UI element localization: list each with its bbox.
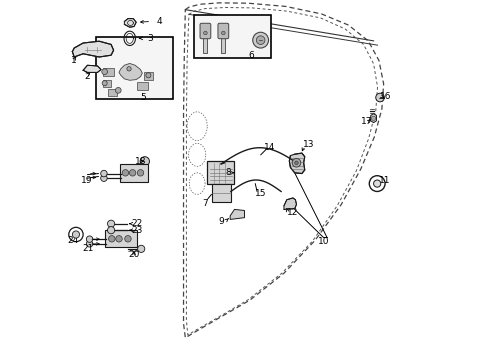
Circle shape: [102, 69, 107, 75]
Circle shape: [69, 227, 83, 242]
Bar: [96, 37, 172, 99]
FancyBboxPatch shape: [200, 23, 210, 39]
Text: 7: 7: [202, 199, 207, 208]
Polygon shape: [289, 153, 304, 174]
Circle shape: [203, 31, 207, 35]
Circle shape: [86, 240, 93, 247]
FancyBboxPatch shape: [120, 163, 147, 182]
Text: 5: 5: [140, 93, 146, 102]
Text: 22: 22: [131, 219, 142, 228]
Bar: [102, 80, 110, 87]
Circle shape: [101, 170, 107, 177]
FancyBboxPatch shape: [207, 161, 234, 184]
Circle shape: [368, 176, 384, 192]
Text: 23: 23: [131, 226, 142, 235]
Polygon shape: [284, 198, 296, 210]
Circle shape: [72, 231, 80, 238]
Circle shape: [124, 235, 131, 242]
Circle shape: [115, 87, 121, 93]
Circle shape: [107, 220, 115, 227]
Circle shape: [116, 235, 122, 242]
Circle shape: [137, 170, 143, 176]
Polygon shape: [230, 210, 244, 220]
Text: 1: 1: [71, 57, 77, 66]
FancyBboxPatch shape: [105, 230, 137, 247]
Bar: [108, 89, 117, 96]
Polygon shape: [124, 19, 136, 27]
Bar: [221, 37, 224, 53]
Text: 16: 16: [380, 92, 391, 101]
Circle shape: [108, 235, 115, 242]
Bar: [203, 37, 206, 53]
Circle shape: [375, 93, 384, 102]
Circle shape: [256, 36, 264, 44]
Text: 8: 8: [225, 168, 231, 177]
Text: 6: 6: [248, 51, 254, 60]
Bar: [194, 15, 271, 58]
Text: 18: 18: [135, 157, 146, 166]
Circle shape: [292, 158, 300, 167]
Text: 2: 2: [84, 72, 90, 81]
Polygon shape: [83, 65, 101, 72]
Text: 9: 9: [218, 217, 224, 226]
Polygon shape: [370, 114, 376, 123]
FancyBboxPatch shape: [218, 23, 228, 39]
Circle shape: [373, 180, 380, 187]
Bar: [211, 184, 231, 202]
Bar: [144, 72, 153, 80]
Circle shape: [86, 236, 93, 242]
Text: 15: 15: [254, 189, 266, 198]
Circle shape: [122, 170, 128, 176]
Polygon shape: [119, 63, 142, 80]
Circle shape: [252, 32, 268, 48]
Circle shape: [371, 116, 375, 121]
Text: 10: 10: [317, 237, 328, 246]
Text: 24: 24: [67, 237, 79, 246]
Circle shape: [294, 161, 298, 165]
Text: 13: 13: [303, 140, 314, 149]
Circle shape: [221, 31, 224, 35]
Text: 20: 20: [128, 250, 140, 259]
Circle shape: [137, 245, 144, 252]
Bar: [137, 82, 147, 90]
Text: 3: 3: [147, 34, 153, 43]
Circle shape: [107, 226, 115, 234]
Text: 21: 21: [82, 244, 94, 253]
Text: 17: 17: [361, 117, 372, 126]
Text: 11: 11: [379, 176, 390, 185]
Circle shape: [129, 170, 136, 176]
Text: 19: 19: [81, 176, 92, 185]
Text: 14: 14: [264, 143, 275, 152]
Circle shape: [126, 67, 131, 71]
Text: 12: 12: [286, 208, 298, 217]
Bar: [102, 68, 113, 76]
Circle shape: [140, 157, 149, 166]
Circle shape: [101, 175, 107, 181]
Circle shape: [102, 81, 107, 86]
Circle shape: [145, 73, 151, 78]
Polygon shape: [72, 41, 113, 57]
Text: 4: 4: [156, 17, 162, 26]
